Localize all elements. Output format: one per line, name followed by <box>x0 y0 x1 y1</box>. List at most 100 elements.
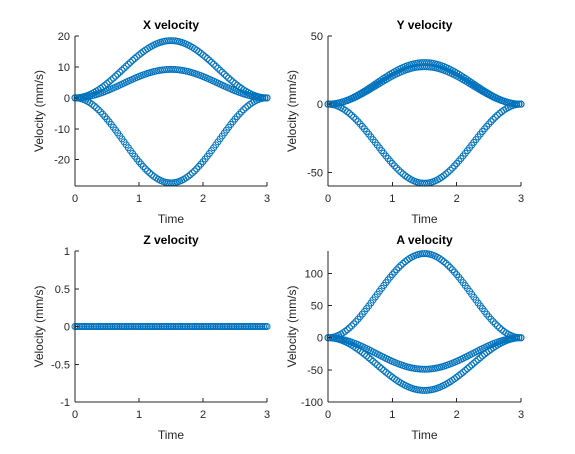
subplot-title: Y velocity <box>397 18 453 32</box>
x-tick-label: 0 <box>72 409 78 421</box>
data-point <box>395 264 403 271</box>
data-point <box>205 56 213 64</box>
data-point <box>199 51 207 59</box>
data-point <box>126 58 134 66</box>
subplot-4: 0 1 2 3 100 50 0 -50 -100 A velocity Time Velocity … <box>285 233 525 442</box>
data-point <box>388 160 396 167</box>
data-point <box>446 166 454 174</box>
data-point <box>382 368 390 376</box>
data-point <box>235 110 243 118</box>
data-point <box>371 359 379 367</box>
data-point <box>363 352 371 360</box>
data-point <box>375 363 383 371</box>
data-point <box>468 361 476 369</box>
data-point <box>341 327 349 335</box>
y-tick-label: 0 <box>317 333 323 345</box>
data-point <box>395 166 403 174</box>
data-point <box>350 113 358 121</box>
data-point <box>358 349 366 357</box>
x-axis-label: Time <box>158 212 185 226</box>
data-point <box>425 365 433 373</box>
data-point <box>517 100 525 108</box>
data-point <box>263 323 271 330</box>
data-point <box>197 49 205 57</box>
markers <box>324 250 525 394</box>
data-point <box>423 386 431 394</box>
data-point <box>220 70 228 78</box>
data-point <box>229 78 237 86</box>
x-axis-label: Time <box>158 428 185 442</box>
data-point <box>399 259 407 267</box>
data-point <box>212 62 220 70</box>
y-tick-label: 100 <box>305 268 323 280</box>
data-point <box>97 108 105 116</box>
y-axis-label: Velocity (mm/s) <box>285 70 299 152</box>
data-point <box>493 322 501 330</box>
data-point <box>348 111 356 119</box>
data-point <box>354 118 362 126</box>
y-axis-label: Velocity (mm/s) <box>285 285 299 367</box>
data-point <box>118 66 126 74</box>
data-point <box>218 68 226 76</box>
data-point <box>263 94 271 102</box>
data-point <box>367 356 375 364</box>
data-point <box>216 66 224 74</box>
data-point <box>103 80 111 88</box>
data-point <box>114 70 122 78</box>
y-tick-label: -10 <box>54 124 70 136</box>
data-point <box>240 106 248 114</box>
y-tick-label: 0.5 <box>55 284 70 296</box>
markers <box>71 323 271 330</box>
y-tick-label: -0.5 <box>51 359 70 371</box>
data-point <box>231 80 239 88</box>
data-point <box>390 162 398 170</box>
data-point <box>470 359 478 367</box>
subplot-title: X velocity <box>143 18 199 32</box>
data-point <box>515 334 523 342</box>
data-point <box>210 60 218 68</box>
data-point <box>122 62 130 70</box>
data-point <box>99 110 107 118</box>
data-point <box>491 320 499 328</box>
x-tick-label: 0 <box>325 409 331 421</box>
series-1 <box>71 323 271 330</box>
data-point <box>397 168 405 176</box>
data-point <box>345 109 353 117</box>
data-point <box>444 168 452 176</box>
y-axis-label: Velocity (mm/s) <box>32 70 46 152</box>
y-tick-label: -50 <box>307 167 323 179</box>
data-point <box>466 363 474 371</box>
data-point <box>423 59 431 67</box>
data-point <box>137 160 145 168</box>
data-point <box>360 350 368 358</box>
data-point <box>116 68 124 76</box>
data-point <box>225 74 233 82</box>
subplot-2: 0 1 2 3 50 0 -50 Y velocity Time Velocity (mm/s) <box>285 18 525 226</box>
data-point <box>448 164 456 172</box>
data-point <box>448 266 456 274</box>
data-point <box>444 261 452 269</box>
x-tick-label: 1 <box>136 193 142 205</box>
data-point <box>453 373 461 381</box>
data-point <box>446 264 454 271</box>
x-tick-label: 2 <box>200 409 206 421</box>
y-tick-label: 50 <box>311 301 323 313</box>
y-tick-label: -20 <box>54 155 70 167</box>
data-point <box>478 352 486 360</box>
data-point <box>397 261 405 269</box>
subplot-title: Z velocity <box>143 233 199 247</box>
markers <box>71 37 271 187</box>
data-point <box>190 167 198 175</box>
y-tick-label: 0 <box>317 99 323 111</box>
x-axis-label: Time <box>411 212 438 226</box>
subplot-1: 0 1 2 3 20 10 0 -10 -20 X velocity Time Velocity (m… <box>32 18 271 226</box>
data-point <box>203 55 211 63</box>
data-point <box>135 51 143 59</box>
data-point <box>481 350 489 358</box>
data-point <box>169 37 177 45</box>
x-tick-label: 0 <box>72 193 78 205</box>
data-point <box>487 315 495 323</box>
data-point <box>208 58 216 66</box>
x-tick-label: 1 <box>389 193 395 205</box>
